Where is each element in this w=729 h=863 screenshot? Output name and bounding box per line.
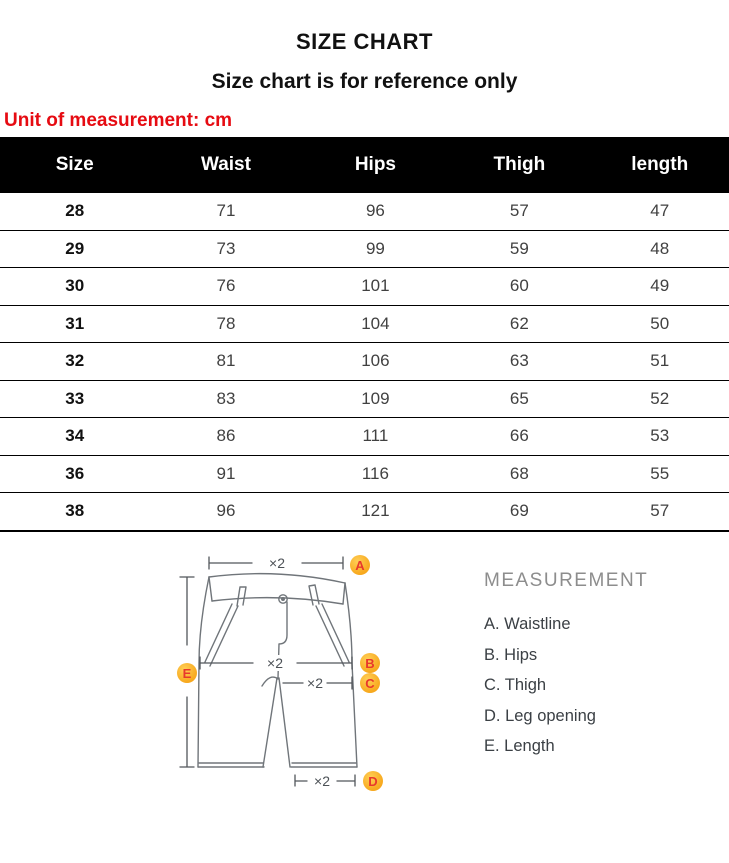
column-header: Waist <box>149 137 303 193</box>
unit-note: Unit of measurement: cm <box>4 110 233 131</box>
size-cell: 32 <box>0 342 150 381</box>
legend-title: MEASUREMENT <box>484 570 649 591</box>
marker-e-length: E <box>177 663 197 683</box>
column-header: length <box>590 137 729 193</box>
legend-item-waistline: A. Waistline <box>484 615 571 633</box>
table-row: 32 81 106 63 51 <box>0 342 729 381</box>
measurement-cell: 66 <box>448 417 591 456</box>
measurement-cell: 121 <box>302 492 449 532</box>
measurement-cell: 86 <box>149 417 303 456</box>
measurement-cell: 81 <box>149 342 303 381</box>
leg-opening-x2-label: ×2 <box>313 773 331 789</box>
measurement-cell: 57 <box>590 492 729 532</box>
page-title: SIZE CHART <box>296 29 433 54</box>
measurement-cell: 47 <box>590 193 729 231</box>
size-cell: 33 <box>0 380 150 418</box>
legend-item-leg-opening: D. Leg opening <box>484 706 596 725</box>
size-cell: 34 <box>0 417 150 456</box>
size-table-body: 28 71 96 57 47 29 73 99 59 48 30 76 101 60 49 31 78 104 62… <box>0 193 729 532</box>
table-row: 36 91 116 68 55 <box>0 455 729 493</box>
size-table-header-row: Size Waist Hips Thigh length <box>0 137 729 193</box>
table-row: 29 73 99 59 48 <box>0 230 729 268</box>
hips-x2-label: ×2 <box>266 655 284 671</box>
measurement-cell: 57 <box>448 193 591 231</box>
measurement-cell: 60 <box>448 267 591 306</box>
legend-item-thigh: C. Thigh <box>484 676 547 694</box>
measurement-cell: 104 <box>302 305 449 343</box>
marker-c-thigh: C <box>360 673 380 693</box>
marker-d-leg-opening: D <box>363 771 383 791</box>
table-row: 33 83 109 65 52 <box>0 380 729 418</box>
measurement-legend: MEASUREMENT A. Waistline B. Hips C. Thig… <box>484 570 648 762</box>
legend-item-length: E. Length <box>484 737 555 755</box>
column-header: Hips <box>302 137 449 193</box>
thigh-x2-label: ×2 <box>306 675 324 691</box>
measurement-cell: 68 <box>448 455 591 493</box>
marker-a-waistline: A <box>350 555 370 575</box>
measurement-cell: 96 <box>149 492 303 532</box>
measurement-cell: 62 <box>448 305 591 343</box>
size-cell: 31 <box>0 305 150 343</box>
measurement-cell: 116 <box>302 455 449 493</box>
size-cell: 28 <box>0 193 150 231</box>
table-row: 30 76 101 60 49 <box>0 267 729 306</box>
marker-b-hips: B <box>360 653 380 673</box>
measurement-cell: 69 <box>448 492 591 532</box>
table-row: 31 78 104 62 50 <box>0 305 729 343</box>
size-cell: 36 <box>0 455 150 493</box>
measurement-cell: 59 <box>448 230 591 268</box>
measurement-cell: 91 <box>149 455 303 493</box>
size-cell: 30 <box>0 267 150 306</box>
measurement-cell: 65 <box>448 380 591 418</box>
size-cell: 29 <box>0 230 150 268</box>
size-cell: 38 <box>0 492 150 532</box>
measurement-cell: 50 <box>590 305 729 343</box>
size-table: Size Waist Hips Thigh length 28 71 96 57 47 29 73 9… <box>0 137 729 532</box>
measurement-cell: 53 <box>590 417 729 456</box>
measurement-cell: 52 <box>590 380 729 418</box>
waist-x2-label: ×2 <box>268 555 286 571</box>
shorts-line-drawing <box>179 556 358 787</box>
measurement-cell: 111 <box>302 417 449 456</box>
measurement-cell: 83 <box>149 380 303 418</box>
measurement-cell: 49 <box>590 267 729 306</box>
table-row: 38 96 121 69 57 <box>0 492 729 532</box>
column-header: Thigh <box>448 137 591 193</box>
measurement-cell: 76 <box>149 267 303 306</box>
measurement-cell: 96 <box>302 193 449 231</box>
measurement-cell: 78 <box>149 305 303 343</box>
measurement-cell: 63 <box>448 342 591 381</box>
measurement-cell: 99 <box>302 230 449 268</box>
column-header: Size <box>0 137 150 193</box>
measurement-cell: 73 <box>149 230 303 268</box>
measurement-cell: 101 <box>302 267 449 306</box>
measurement-cell: 109 <box>302 380 449 418</box>
measurement-cell: 48 <box>590 230 729 268</box>
table-row: 34 86 111 66 53 <box>0 417 729 456</box>
measurement-cell: 71 <box>149 193 303 231</box>
table-row: 28 71 96 57 47 <box>0 193 729 231</box>
diagram-section: ×2 ×2 ×2 ×2 A B C D E MEASUREMENT A. Wai… <box>0 540 729 863</box>
measurement-cell: 51 <box>590 342 729 381</box>
measurement-cell: 106 <box>302 342 449 381</box>
legend-item-hips: B. Hips <box>484 645 538 664</box>
measurement-cell: 55 <box>590 455 729 493</box>
page-subtitle: Size chart is for reference only <box>211 70 518 93</box>
